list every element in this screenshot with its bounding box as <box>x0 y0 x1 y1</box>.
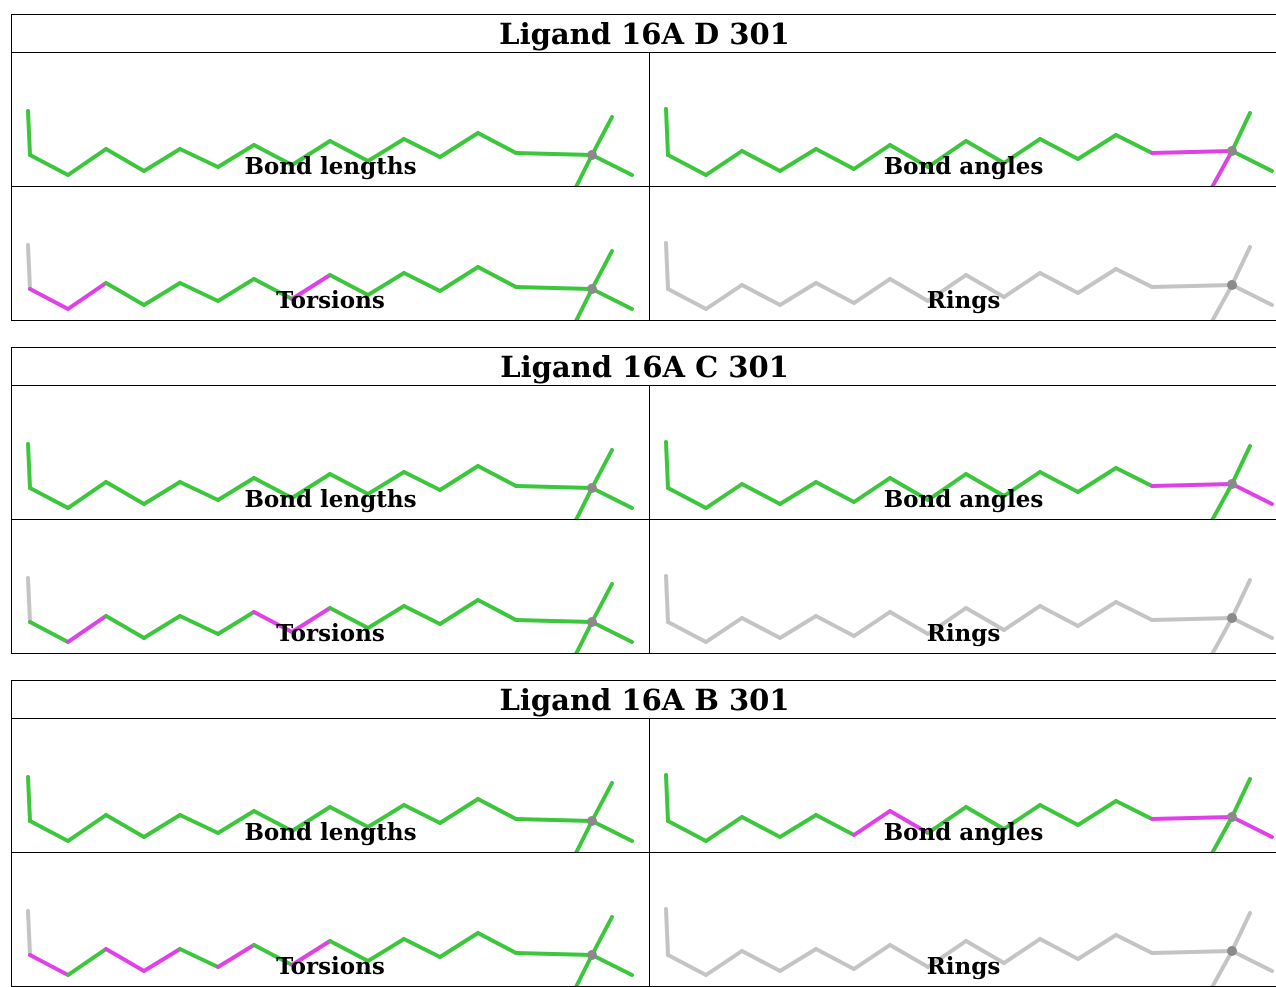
bond-substituent <box>1232 913 1250 951</box>
panel-label: Torsions <box>12 620 649 647</box>
panel-label: Bond lengths <box>12 819 649 846</box>
bond-terminal <box>28 245 30 289</box>
bond-chain <box>1116 269 1152 287</box>
panel-rings: Rings <box>650 853 1276 987</box>
bond-terminal <box>666 909 668 955</box>
panel-bond-angles: Bond angles <box>650 53 1276 187</box>
panel-label: Bond lengths <box>12 486 649 513</box>
bond-terminal <box>28 444 30 488</box>
bond-substituent <box>592 584 612 622</box>
panel-label: Rings <box>650 287 1276 314</box>
panel-label: Rings <box>650 953 1276 980</box>
bond-substituent <box>1232 580 1250 618</box>
bond-chain <box>478 933 516 953</box>
panel-label: Rings <box>650 620 1276 647</box>
bond-chain <box>1116 602 1152 620</box>
bond-substituent <box>592 917 612 955</box>
panel-bond-lengths: Bond lengths <box>12 719 650 853</box>
bond-substituent <box>592 251 612 289</box>
bond-substituent <box>592 117 612 155</box>
panel-rings: Rings <box>650 520 1276 654</box>
bond-substituent <box>1232 113 1250 151</box>
panel-torsions: Torsions <box>12 853 650 987</box>
ligand-title: Ligand 16A D 301 <box>12 15 1276 53</box>
panel-label: Bond lengths <box>12 153 649 180</box>
panel-bond-angles: Bond angles <box>650 386 1276 520</box>
bond-terminal <box>666 442 668 488</box>
panel-label: Bond angles <box>650 819 1276 846</box>
ligand-title: Ligand 16A C 301 <box>12 348 1276 386</box>
panel-label: Torsions <box>12 287 649 314</box>
bond-chain <box>478 133 516 153</box>
bond-chain <box>1116 468 1152 486</box>
panel-label: Torsions <box>12 953 649 980</box>
panel-torsions: Torsions <box>12 520 650 654</box>
panel-bond-angles: Bond angles <box>650 719 1276 853</box>
bond-chain <box>478 600 516 620</box>
bond-substituent <box>592 783 612 821</box>
panel-bond-lengths: Bond lengths <box>12 386 650 520</box>
bond-substituent <box>592 450 612 488</box>
bond-terminal <box>666 243 668 289</box>
bond-terminal <box>28 777 30 821</box>
bond-terminal <box>28 911 30 955</box>
bond-chain <box>1116 135 1152 153</box>
bond-terminal <box>666 576 668 622</box>
bond-chain <box>478 466 516 486</box>
bond-chain <box>478 799 516 819</box>
bond-terminal <box>666 109 668 155</box>
bond-terminal <box>28 578 30 622</box>
bond-substituent <box>1232 779 1250 817</box>
panel-label: Bond angles <box>650 486 1276 513</box>
panel-torsions: Torsions <box>12 187 650 321</box>
panel-label: Bond angles <box>650 153 1276 180</box>
bond-chain <box>1116 801 1152 819</box>
bond-terminal <box>666 775 668 821</box>
bond-terminal <box>28 111 30 155</box>
bond-chain <box>478 267 516 287</box>
panel-rings: Rings <box>650 187 1276 321</box>
ligand-title: Ligand 16A B 301 <box>12 681 1276 719</box>
bond-substituent <box>1232 247 1250 285</box>
bond-substituent <box>1232 446 1250 484</box>
bond-chain <box>1116 935 1152 953</box>
panel-bond-lengths: Bond lengths <box>12 53 650 187</box>
